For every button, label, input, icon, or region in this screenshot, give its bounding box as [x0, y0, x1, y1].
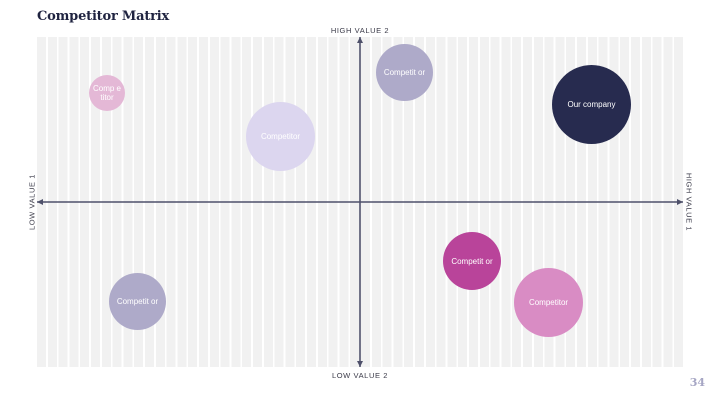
competitor-bubble: Competitor	[246, 102, 315, 171]
axis-label-right: HIGH VALUE 1	[684, 172, 694, 232]
competitor-bubble: Competit or	[443, 232, 501, 290]
our-company-bubble: Our company	[552, 65, 631, 144]
slide-title: Competitor Matrix	[37, 9, 170, 24]
competitor-bubble: Competitor	[514, 268, 583, 337]
competitor-bubble: Competit or	[376, 44, 433, 101]
left-arrow-icon	[37, 199, 43, 205]
axis-label-left: LOW VALUE 1	[27, 173, 37, 231]
competitor-bubble: Comp etitor	[89, 75, 125, 111]
right-arrow-icon	[677, 199, 683, 205]
page-number: 34	[689, 376, 705, 389]
axis-label-bottom: LOW VALUE 2	[331, 371, 389, 380]
down-arrow-icon	[357, 361, 363, 367]
competitor-bubble: Competit or	[109, 273, 166, 330]
axis-label-top: HIGH VALUE 2	[330, 26, 390, 35]
up-arrow-icon	[357, 37, 363, 43]
